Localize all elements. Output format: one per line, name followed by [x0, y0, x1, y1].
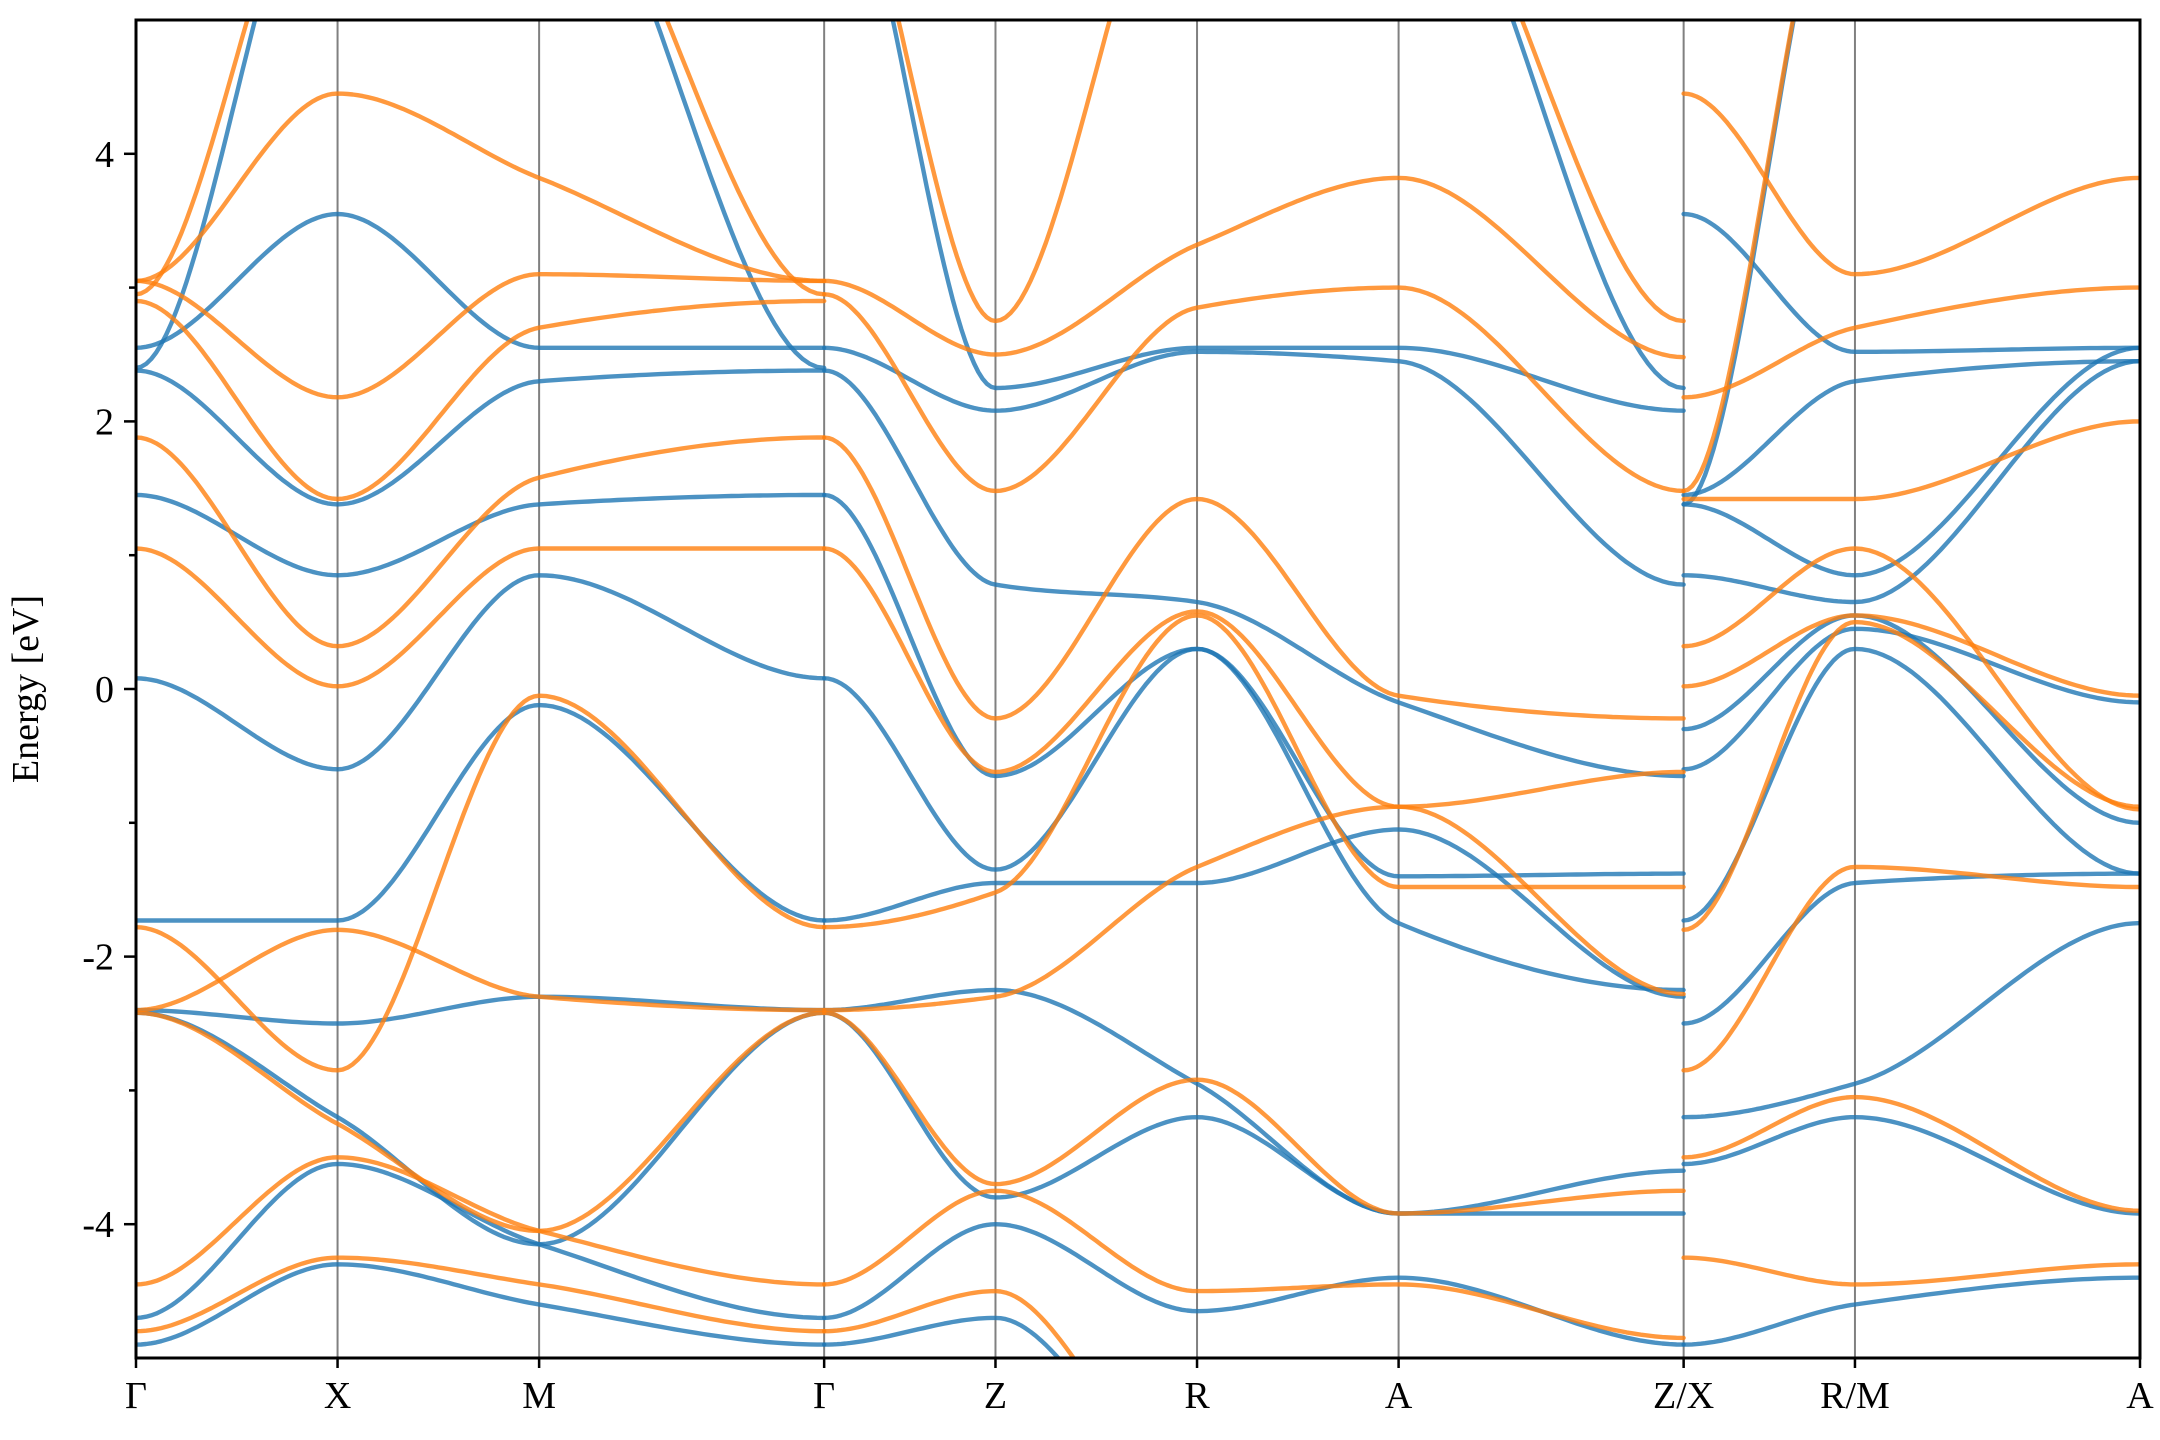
band-line — [1681, 359, 2140, 605]
band-line — [822, 987, 1686, 1216]
band-line — [136, 573, 827, 772]
band-line — [1681, 345, 2140, 578]
band-line — [822, 368, 1686, 779]
band-line — [822, 1288, 1077, 1358]
band-line — [1681, 91, 2140, 277]
band-line — [822, 827, 1686, 999]
x-tick-label: Γ — [125, 1375, 147, 1417]
band-line — [136, 211, 827, 350]
y-tick-label: -4 — [82, 1204, 114, 1246]
y-tick-label: 4 — [95, 134, 114, 176]
band-line — [1681, 613, 2140, 698]
band-line — [1681, 20, 1796, 494]
y-tick-label: -2 — [82, 937, 114, 979]
band-line — [822, 804, 1686, 1013]
band-line — [136, 1255, 827, 1334]
band-line — [1681, 864, 2140, 1073]
band-line — [136, 91, 827, 284]
band-line — [822, 345, 1686, 587]
band-line — [136, 272, 827, 400]
band-line — [822, 1010, 1686, 1216]
y-tick-label: 0 — [95, 669, 114, 711]
x-tick-label: Z/X — [1653, 1375, 1714, 1417]
y-tick-label: 2 — [95, 401, 114, 443]
band-line — [136, 20, 827, 371]
band-line — [1681, 619, 2140, 932]
band-line — [896, 20, 1686, 324]
band-line — [822, 613, 1686, 930]
band-line — [822, 1222, 1686, 1347]
band-line — [136, 1262, 827, 1347]
band-line — [1681, 626, 2140, 772]
plot-background — [136, 20, 2140, 1358]
band-line — [822, 1010, 1686, 1216]
x-tick-label: A — [2126, 1375, 2154, 1417]
band-line — [822, 285, 1686, 494]
band-line — [136, 927, 827, 1013]
band-line — [1681, 1255, 2140, 1287]
band-line — [1681, 285, 2140, 400]
x-tick-label: R/M — [1820, 1375, 1890, 1417]
band-line — [1681, 419, 2140, 502]
band-line — [822, 546, 1686, 809]
band-line — [136, 1155, 827, 1287]
band-line — [1681, 211, 2140, 354]
band-line — [136, 435, 827, 649]
band-line — [1681, 1275, 2140, 1347]
band-line — [1681, 1115, 2140, 1216]
band-line — [136, 492, 827, 578]
band-line — [136, 693, 827, 1073]
band-line — [136, 1010, 827, 1247]
band-line — [890, 20, 1686, 413]
x-axis-ticks: Γ X M Γ Z R A Z/X R/M A — [125, 1358, 2154, 1417]
band-line — [822, 1188, 1686, 1341]
x-tick-label: M — [522, 1375, 556, 1417]
x-tick-label: R — [1184, 1375, 1210, 1417]
x-tick-label: Γ — [813, 1375, 835, 1417]
band-line — [136, 20, 827, 297]
band-line — [1681, 546, 2140, 812]
band-line — [1681, 1094, 2140, 1213]
band-line — [136, 546, 827, 689]
band-line — [1681, 920, 2140, 1120]
y-axis-label: Energy [eV] — [5, 595, 47, 783]
x-tick-label: X — [324, 1375, 351, 1417]
band-line — [822, 175, 1686, 360]
x-tick-label: A — [1385, 1375, 1413, 1417]
band-line — [1681, 359, 2140, 498]
band-line — [136, 994, 827, 1026]
x-tick-label: Z — [984, 1375, 1007, 1417]
band-lines — [136, 20, 2140, 1358]
band-line — [136, 368, 827, 507]
band-line — [136, 298, 827, 502]
band-line — [822, 1315, 1062, 1358]
band-line — [822, 492, 1686, 879]
band-line — [1681, 871, 2140, 1026]
band-line — [822, 435, 1686, 721]
y-axis-ticks: 4 2 0 -2 -4 — [82, 134, 136, 1246]
band-line — [136, 1010, 827, 1234]
